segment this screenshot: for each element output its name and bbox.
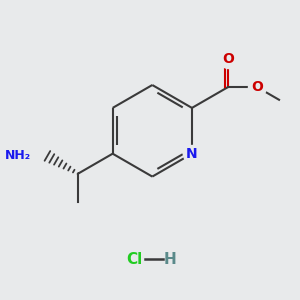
Text: H: H xyxy=(164,252,176,267)
Text: Cl: Cl xyxy=(127,252,143,267)
Text: N: N xyxy=(186,147,198,161)
Text: O: O xyxy=(251,80,263,94)
Text: NH₂: NH₂ xyxy=(5,149,31,162)
Text: O: O xyxy=(222,52,234,66)
